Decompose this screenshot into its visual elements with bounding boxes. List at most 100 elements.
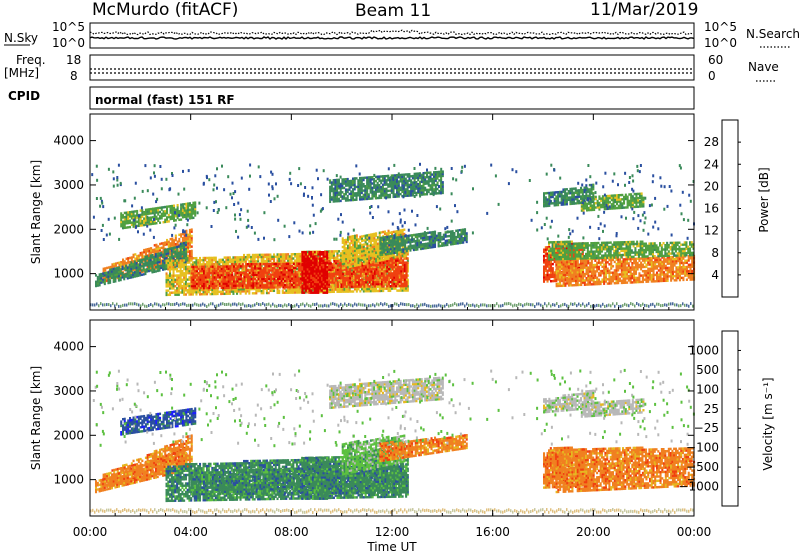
echo-cell <box>253 260 256 263</box>
echo-cell <box>228 292 231 295</box>
echo-cell <box>172 255 175 258</box>
echo-cell <box>248 269 251 272</box>
echo-cell <box>125 226 128 229</box>
echo-cell <box>225 265 228 268</box>
echo-cell <box>199 276 202 279</box>
echo-cell <box>303 253 306 256</box>
echo-cell <box>183 244 186 247</box>
echo-cell <box>245 273 248 277</box>
echo-cell <box>157 217 160 220</box>
echo-cell <box>347 259 350 263</box>
echo-cell <box>315 278 318 282</box>
echo-cell <box>126 277 129 280</box>
echo-cell <box>266 271 269 274</box>
echo-cell <box>338 274 341 278</box>
echo-cell <box>167 240 170 244</box>
echo-cell <box>269 255 272 259</box>
echo-cell <box>144 262 147 265</box>
echo-cell <box>354 253 357 257</box>
echo-cell <box>202 256 205 260</box>
echo-cell <box>354 238 357 242</box>
echo-cell <box>237 268 240 272</box>
echo-cell <box>174 265 177 269</box>
echo-cell <box>136 259 139 262</box>
echo-cell <box>342 277 345 280</box>
echo-cell <box>299 279 302 282</box>
echo-cell <box>201 276 204 279</box>
echo-cell <box>239 292 242 295</box>
echo-cell <box>336 288 339 291</box>
echo-cell <box>206 269 209 273</box>
echo-cell <box>222 276 225 279</box>
echo-cell <box>394 287 397 290</box>
echo-cell <box>313 270 316 273</box>
echo-cell <box>328 268 331 272</box>
echo-cell <box>341 241 344 244</box>
echo-cell <box>176 280 179 284</box>
echo-cell <box>301 257 304 260</box>
echo-cell <box>171 211 174 214</box>
echo-cell <box>299 281 302 285</box>
echo-cell <box>324 280 327 284</box>
echo-cell <box>208 282 211 286</box>
echo-cell <box>157 245 160 248</box>
echo-cell <box>387 287 390 290</box>
echo-cell <box>361 268 364 271</box>
echo-cell <box>251 255 254 259</box>
echo-cell <box>188 210 191 214</box>
echo-cell <box>236 284 239 287</box>
echo-cell <box>291 277 294 280</box>
echo-cell <box>264 274 267 278</box>
echo-cell <box>329 262 332 265</box>
echo-cell <box>368 276 371 280</box>
echo-cell <box>352 277 355 280</box>
echo-cell <box>181 284 184 288</box>
echo-cell <box>148 247 151 251</box>
echo-cell <box>195 256 198 260</box>
echo-cell <box>183 254 186 258</box>
echo-cell <box>361 245 364 249</box>
echo-cell <box>406 280 409 284</box>
echo-cell <box>368 270 371 273</box>
echo-cell <box>372 263 375 267</box>
echo-cell <box>217 271 220 275</box>
echo-cell <box>260 266 263 269</box>
echo-cell <box>234 286 237 290</box>
echo-cell <box>215 284 218 288</box>
echo-cell <box>227 271 230 275</box>
echo-cell <box>366 253 369 256</box>
echo-cell <box>405 274 408 277</box>
echo-cell <box>257 268 260 272</box>
echo-cell <box>294 281 297 285</box>
echo-cell <box>239 258 242 261</box>
echo-cell <box>248 265 251 268</box>
echo-cell <box>118 263 121 267</box>
echo-cell <box>303 278 306 282</box>
echo-cell <box>139 215 142 219</box>
echo-cell <box>326 280 329 284</box>
echo-cell <box>125 269 128 272</box>
echo-cell <box>324 276 327 280</box>
echo-cell <box>402 278 405 281</box>
echo-cell <box>301 265 304 269</box>
echo-cell <box>172 274 175 277</box>
echo-cell <box>183 246 186 249</box>
echo-cell <box>359 235 362 239</box>
echo-cell <box>160 206 163 209</box>
echo-cell <box>239 260 242 263</box>
echo-cell <box>144 260 147 263</box>
echo-cell <box>116 271 119 274</box>
echo-cell <box>220 275 223 279</box>
echo-cell <box>308 257 311 260</box>
echo-cell <box>179 274 182 277</box>
echo-cell <box>297 291 300 294</box>
echo-cell <box>187 254 190 258</box>
echo-cell <box>343 279 346 282</box>
echo-cell <box>209 286 212 289</box>
echo-cell <box>338 254 341 257</box>
echo-cell <box>317 268 320 272</box>
echo-cell <box>204 274 207 277</box>
echo-cell <box>403 255 406 258</box>
echo-cell <box>331 279 334 282</box>
echo-cell <box>207 278 210 281</box>
